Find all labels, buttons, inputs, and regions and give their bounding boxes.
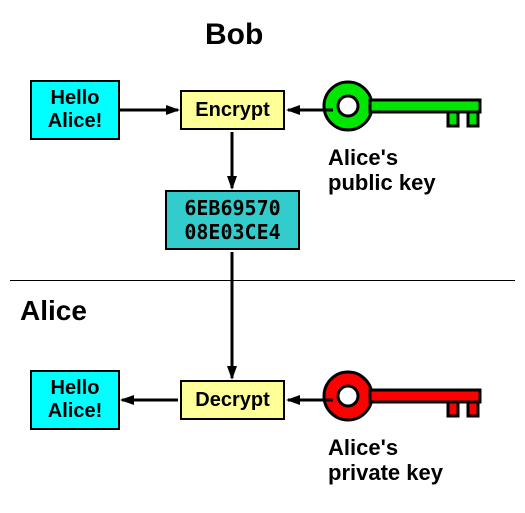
arrows-layer	[0, 0, 525, 513]
